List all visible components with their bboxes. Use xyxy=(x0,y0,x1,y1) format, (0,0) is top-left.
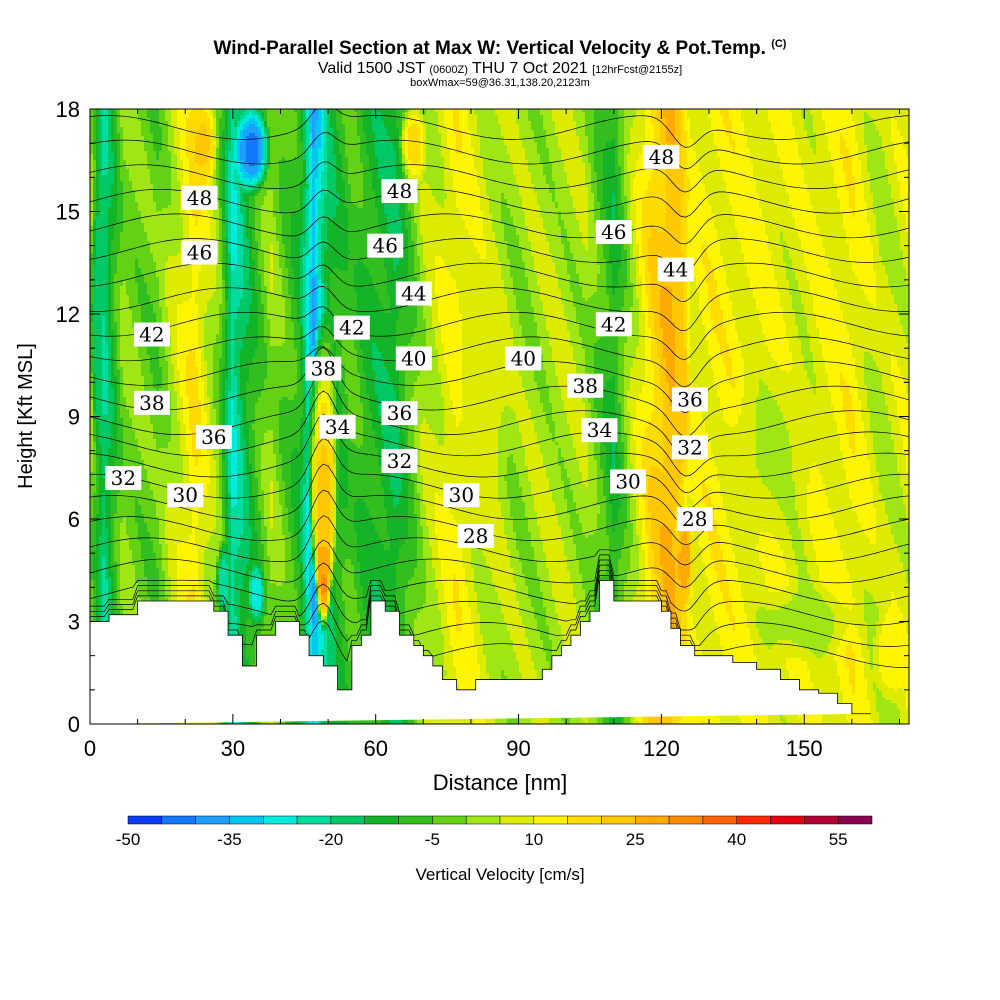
cross-section-chart: 4846423836323048464442403836343230284038… xyxy=(0,0,1000,1000)
